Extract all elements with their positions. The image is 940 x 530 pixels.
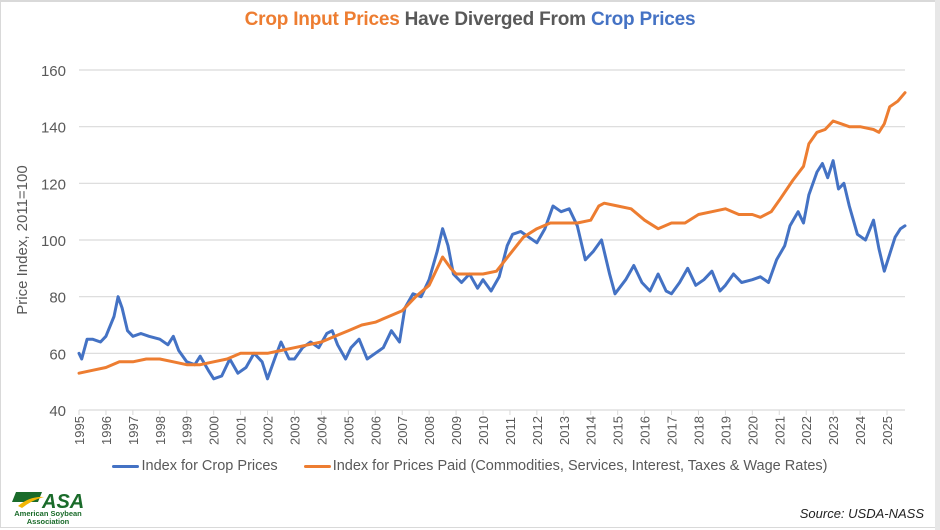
gridlines [79,69,905,411]
y-tick-label: 160 [41,63,66,80]
logo-line1: American Soybean [14,509,82,518]
x-tick-label: 2007 [395,416,410,445]
x-tick-label: 2004 [314,416,329,445]
y-tick-label: 40 [49,403,66,420]
x-tick-label: 1997 [126,416,141,445]
legend-swatch-crop [112,464,140,468]
x-tick-label: 1996 [99,416,114,445]
y-tick-label: 120 [41,176,66,193]
x-tick-label: 2012 [530,416,545,445]
series-line-crop-prices [77,159,907,381]
x-tick-label: 2008 [422,416,437,445]
legend-label-crop: Index for Crop Prices [141,458,278,474]
x-tick-label: 2021 [772,416,787,445]
y-tick-label: 60 [49,346,66,363]
chart-title: Crop Input Prices Have Diverged From Cro… [0,9,940,31]
x-tick-label: 2015 [611,416,626,445]
y-tick-label: 80 [49,290,66,307]
series-lines [77,91,907,381]
asa-logo-icon: ASA [12,491,84,513]
x-tick-label: 2000 [207,416,222,445]
logo-mark: ASA [41,491,84,513]
legend-label-paid: Index for Prices Paid (Commodities, Serv… [332,458,828,474]
x-tick-label: 2003 [287,416,302,445]
x-tick-label: 2005 [341,416,356,445]
x-tick-label: 1999 [180,416,195,445]
x-tick-label: 1995 [72,416,87,445]
y-tick-label: 100 [41,233,66,250]
x-tick-label: 2011 [503,417,518,445]
x-tick-label: 2014 [584,416,599,445]
title-crop-input-prices: Crop Input Prices [244,9,400,30]
logo-text: American Soybean Association [8,510,88,526]
x-tick-label: 2017 [665,416,680,445]
x-tick-label: 2024 [853,416,868,445]
legend-item-crop-prices[interactable]: Index for Crop Prices [112,458,278,474]
x-tick-label: 2013 [557,416,572,445]
title-crop-prices: Crop Prices [590,9,696,30]
legend-swatch-paid [303,464,331,468]
x-tick-label: 2019 [718,416,733,445]
y-axis-ticks: 40 60 80 100 120 140 160 [41,63,66,420]
x-tick-label: 2002 [261,416,276,445]
legend: Index for Crop Prices Index for Prices P… [0,458,940,474]
x-tick-label: 2023 [826,416,841,445]
x-tick-label: 2010 [476,416,491,445]
title-middle: Have Diverged From [399,9,591,30]
x-axis: 1995 1996 1997 1998 1999 2000 2001 2002 2003 2004… [72,410,895,445]
x-tick-label: 2006 [368,416,383,445]
y-tick-label: 140 [41,120,66,137]
x-tick-label: 2018 [691,416,706,445]
x-tick-label: 2001 [234,416,249,445]
y-axis-label: Price Index, 2011=100 [14,165,31,314]
frame-edge [935,0,940,530]
series-line-prices-paid [77,91,907,375]
x-tick-label: 2022 [799,416,814,445]
x-tick-label: 2016 [638,416,653,445]
x-tick-label: 1998 [153,416,168,445]
source-note: Source: USDA-NASS [799,506,924,521]
x-tick-label: 2025 [880,416,895,445]
x-tick-label: 2020 [745,416,760,445]
legend-item-prices-paid[interactable]: Index for Prices Paid (Commodities, Serv… [303,458,828,474]
x-tick-label: 2009 [449,416,464,445]
logo-line2: Association [26,517,70,526]
